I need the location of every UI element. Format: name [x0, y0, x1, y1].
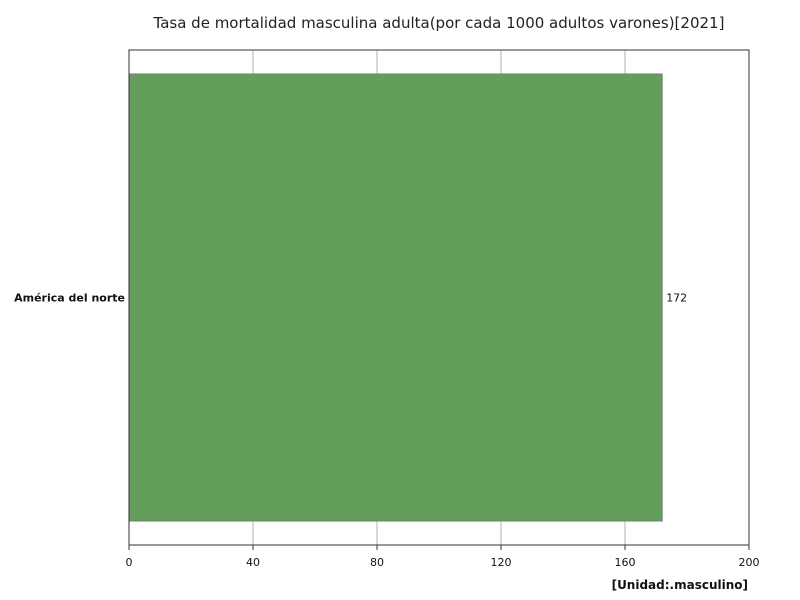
unit-label: [Unidad:.masculino]	[612, 578, 748, 592]
x-tick-label: 200	[739, 556, 760, 569]
x-tick-label: 0	[126, 556, 133, 569]
x-tick-label: 80	[370, 556, 384, 569]
bars: 172	[128, 73, 687, 522]
plot-frame	[128, 49, 750, 546]
bar	[128, 73, 663, 522]
bar-value-label: 172	[666, 292, 687, 305]
category-label: América del norte	[14, 292, 125, 305]
x-tick-label: 40	[246, 556, 260, 569]
x-tick-label: 160	[615, 556, 636, 569]
y-axis-categories: América del norte	[14, 292, 125, 305]
x-tick-label: 120	[491, 556, 512, 569]
x-axis-ticks: 0 40 80 120 160 200	[126, 545, 760, 569]
chart-title: Tasa de mortalidad masculina adulta(por …	[153, 14, 725, 32]
